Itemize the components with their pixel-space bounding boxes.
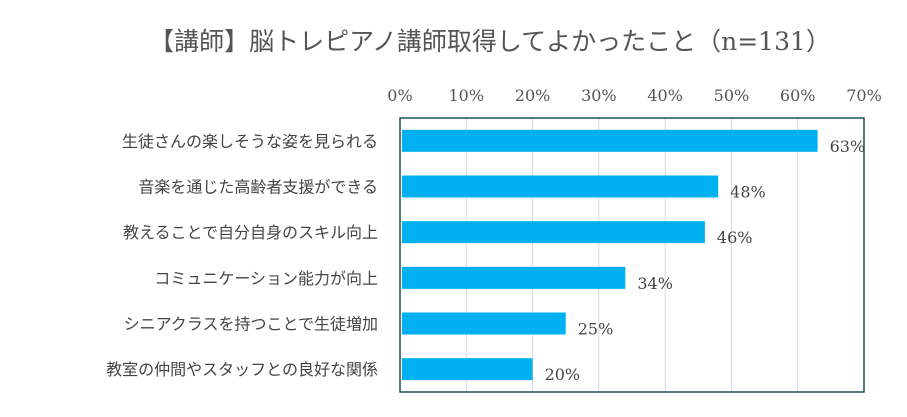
bar <box>402 358 533 381</box>
x-tick-label: 40% <box>647 86 683 105</box>
category-label: 生徒さんの楽しそうな姿を見られる <box>122 132 378 151</box>
x-tick-label: 30% <box>581 86 617 105</box>
x-tick-label: 50% <box>714 86 750 105</box>
bar <box>402 175 719 198</box>
x-axis-ticks: 0% 10% 20% 30% 40% 50% 60% 70% <box>387 86 881 105</box>
category-label: コミュニケーション能力が向上 <box>154 269 378 288</box>
bar <box>402 129 818 152</box>
x-tick-label: 60% <box>780 86 816 105</box>
category-labels: 生徒さんの楽しそうな姿を見られる音楽を通じた高齢者支援ができる教えることで自分自… <box>106 132 378 379</box>
bar <box>402 312 566 335</box>
bar <box>402 221 705 244</box>
bar <box>402 266 626 289</box>
data-label: 46% <box>717 228 753 247</box>
category-label: シニアクラスを持つことで生徒増加 <box>124 315 378 334</box>
x-tick-label: 20% <box>515 86 551 105</box>
data-label: 63% <box>830 137 866 156</box>
category-label: 教室の仲間やスタッフとの良好な関係 <box>106 360 378 379</box>
data-label: 48% <box>730 183 766 202</box>
data-label: 20% <box>545 365 581 384</box>
data-label: 25% <box>578 320 614 339</box>
plot-frame <box>399 117 865 393</box>
x-tick-label: 10% <box>449 86 485 105</box>
chart-title: 【講師】脳トレピアノ講師取得してよかったこと（n=131） <box>149 27 831 56</box>
x-tick-label: 0% <box>387 86 412 105</box>
category-label: 教えることで自分自身のスキル向上 <box>123 223 378 242</box>
x-tick-label: 70% <box>846 86 882 105</box>
data-labels: 63% 48% 46% 34% 25% 20% <box>545 137 866 384</box>
gridlines <box>465 118 865 392</box>
category-label: 音楽を通じた高齢者支援ができる <box>138 178 378 197</box>
bars <box>402 129 818 381</box>
data-label: 34% <box>637 274 673 293</box>
